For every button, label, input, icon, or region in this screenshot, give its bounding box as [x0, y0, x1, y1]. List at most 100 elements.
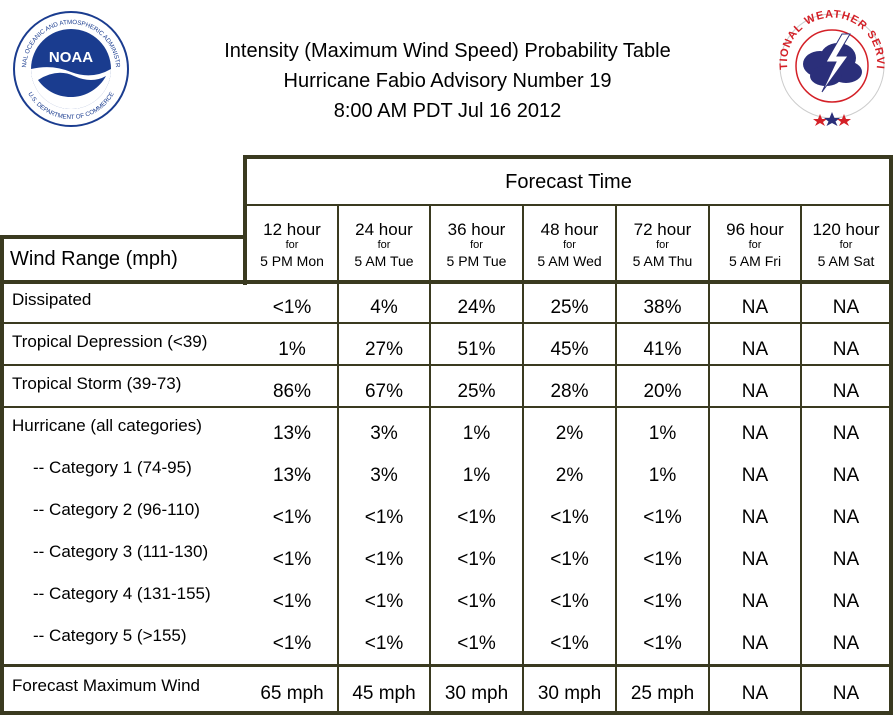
table-cell: <1%: [364, 507, 404, 528]
table-cell: 30 mph: [537, 683, 602, 704]
grid-line-row: [0, 322, 893, 324]
table-cell: NA: [832, 465, 860, 486]
table-cell: <1%: [550, 591, 589, 612]
column-header: 48 hour for 5 AM Wed: [523, 220, 616, 270]
table-cell: <1%: [272, 297, 312, 318]
table-cell: 1%: [462, 465, 491, 486]
table-cell: 45%: [550, 339, 589, 360]
table-cell: 3%: [370, 465, 398, 486]
table-cell: 25%: [550, 297, 589, 318]
row-label: -- Category 4 (131-155): [33, 584, 211, 603]
column-header-for: for: [285, 239, 299, 251]
table-cell: NA: [832, 339, 860, 360]
noaa-logo-icon: NOAA NATIONAL OCEANIC AND ATMOSPHERIC AD…: [10, 5, 130, 128]
grid-line-column: [708, 206, 710, 711]
grid-line-header-bottom: [0, 280, 893, 284]
table-cell: <1%: [643, 591, 682, 612]
grid-line-column: [800, 206, 802, 711]
column-header: 96 hour for 5 AM Fri: [709, 220, 801, 270]
table-cell: 1%: [648, 423, 677, 444]
table-cell: NA: [741, 633, 769, 654]
column-header-hour: 36 hour: [447, 220, 506, 239]
row-label: -- Category 2 (96-110): [33, 500, 200, 519]
table-cell: <1%: [550, 549, 589, 570]
table-cell: <1%: [272, 549, 312, 570]
grid-line-row: [0, 406, 893, 408]
row-label: Dissipated: [12, 290, 92, 309]
column-header-when: 5 AM Sat: [817, 253, 875, 269]
table-cell: NA: [741, 591, 769, 612]
table-cell: NA: [741, 549, 769, 570]
table-cell: <1%: [643, 633, 682, 654]
table-cell: <1%: [272, 507, 312, 528]
table-cell: NA: [832, 507, 860, 528]
column-header-for: for: [748, 239, 762, 251]
table-cell: NA: [741, 507, 769, 528]
row-label: -- Category 3 (111-130): [33, 542, 209, 561]
table-cell: <1%: [272, 591, 312, 612]
nws-logo-icon: NATIONAL WEATHER SERVICE: [772, 0, 888, 126]
table-cell: <1%: [364, 591, 404, 612]
table-cell: NA: [741, 381, 769, 402]
table-cell: 86%: [272, 381, 312, 402]
table-cell: 1%: [462, 423, 491, 444]
grid-line-row: [0, 364, 893, 366]
title-line-3: 8:00 AM PDT Jul 16 2012: [333, 100, 562, 122]
table-cell: <1%: [550, 507, 589, 528]
table-cell: 51%: [457, 339, 496, 360]
row-label: Tropical Storm (39-73): [12, 374, 182, 393]
table-cell: 27%: [364, 339, 404, 360]
grid-line-right: [889, 155, 893, 714]
table-cell: <1%: [643, 549, 682, 570]
table-cell: 41%: [643, 339, 682, 360]
table-cell: 45 mph: [352, 683, 416, 704]
table-cell: NA: [832, 297, 860, 318]
grid-line-column: [429, 206, 431, 711]
grid-line-top: [243, 155, 893, 159]
forecast-time-header: Forecast Time: [505, 170, 632, 193]
column-header: 120 hour for 5 AM Sat: [801, 220, 891, 270]
table-cell: 2%: [555, 423, 584, 444]
table-cell: <1%: [272, 633, 312, 654]
column-header-hour: 24 hour: [355, 220, 413, 239]
table-cell: <1%: [457, 507, 496, 528]
column-header: 36 hour for 5 PM Tue: [430, 220, 523, 270]
table-cell: <1%: [364, 549, 404, 570]
column-header: 24 hour for 5 AM Tue: [338, 220, 430, 270]
table-cell: 4%: [370, 297, 398, 318]
table-cell: 24%: [457, 297, 496, 318]
table-cell: 1%: [278, 339, 306, 360]
row-label: -- Category 1 (74-95): [33, 458, 192, 477]
table-cell: NA: [741, 339, 769, 360]
table-cell: 1%: [648, 465, 677, 486]
grid-line-column: [615, 206, 617, 711]
column-header-for: for: [839, 239, 853, 251]
table-cell: 65 mph: [260, 683, 324, 704]
column-header-when: 5 AM Tue: [354, 253, 414, 269]
table-cell: 25%: [457, 381, 496, 402]
table-cell: NA: [832, 633, 860, 654]
column-header: 72 hour for 5 AM Thu: [616, 220, 709, 270]
title-line-1: Intensity (Maximum Wind Speed) Probabili…: [224, 40, 671, 62]
table-cell: 38%: [643, 297, 682, 318]
table-cell: <1%: [550, 633, 589, 654]
row-label: Tropical Depression (<39): [12, 332, 208, 351]
title-line-2: Hurricane Fabio Advisory Number 19: [283, 70, 612, 92]
column-header-when: 5 PM Mon: [260, 253, 324, 269]
row-label: Hurricane (all categories): [12, 416, 202, 435]
column-header-when: 5 PM Tue: [446, 253, 507, 269]
column-header-hour: 72 hour: [633, 220, 692, 239]
column-header-hour: 12 hour: [263, 220, 321, 239]
column-header-for: for: [563, 239, 576, 251]
table-cell: <1%: [457, 591, 496, 612]
grid-line-bottom: [0, 711, 893, 715]
table-cell: NA: [832, 591, 860, 612]
table-cell: NA: [741, 423, 769, 444]
grid-line-column: [522, 206, 524, 711]
grid-line-forecast-bottom: [243, 204, 893, 206]
table-cell: 13%: [272, 423, 312, 444]
table-cell: 20%: [643, 381, 682, 402]
table-cell: NA: [832, 423, 860, 444]
table-cell: <1%: [457, 549, 496, 570]
page-title: Intensity (Maximum Wind Speed) Probabili…: [150, 36, 745, 126]
